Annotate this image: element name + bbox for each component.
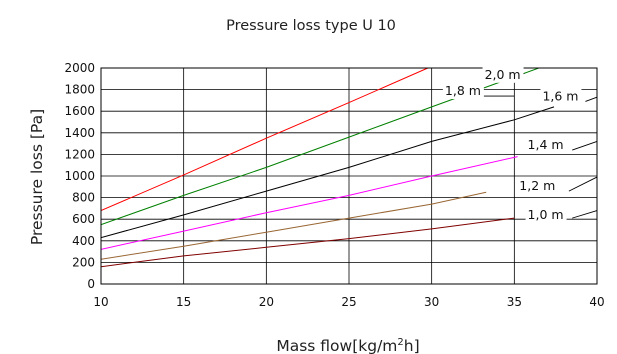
series-leader-14 bbox=[572, 141, 598, 151]
y-tick-label: 200 bbox=[72, 255, 95, 269]
y-tick-label: 1800 bbox=[64, 83, 95, 97]
chart-series bbox=[101, 68, 555, 268]
chart-grid bbox=[100, 67, 598, 285]
y-tick-label: 1000 bbox=[64, 169, 95, 183]
series-leader-10 bbox=[572, 210, 598, 219]
x-tick-label: 40 bbox=[589, 295, 604, 309]
x-tick-label: 10 bbox=[93, 295, 108, 309]
y-tick-label: 400 bbox=[72, 234, 95, 248]
y-tick-label: 1200 bbox=[64, 147, 95, 161]
series-leader-16 bbox=[585, 96, 598, 102]
series-label-16: 1,6 m bbox=[542, 88, 578, 103]
series-leader-12 bbox=[568, 176, 598, 192]
series-line-14 bbox=[101, 156, 518, 250]
series-label-18: 1,8 m bbox=[445, 83, 481, 98]
plot-area-frame bbox=[100, 67, 598, 285]
x-tick-label: 35 bbox=[507, 295, 522, 309]
y-tick-label: 1400 bbox=[64, 126, 95, 140]
series-line-20 bbox=[101, 68, 430, 212]
y-tick-label: 0 bbox=[87, 277, 95, 291]
series-line-10 bbox=[101, 217, 515, 268]
series-line-12 bbox=[101, 191, 487, 260]
y-tick-label: 800 bbox=[72, 191, 95, 205]
x-tick-label: 25 bbox=[341, 295, 356, 309]
y-axis-ticks: 0 200 400 600 800 1000 1200 1400 1600 1800 2000 bbox=[64, 61, 95, 291]
series-label-bg-16 bbox=[540, 88, 582, 105]
series-label-bg-18 bbox=[442, 83, 484, 99]
series-label-bg-10 bbox=[525, 207, 567, 224]
series-label-bg-12 bbox=[517, 178, 559, 195]
series-label-12: 1,2 m bbox=[519, 178, 555, 193]
y-tick-label: 600 bbox=[72, 212, 95, 226]
x-tick-label: 15 bbox=[176, 295, 191, 309]
x-tick-label: 30 bbox=[424, 295, 439, 309]
series-label-10: 1,0 m bbox=[528, 207, 564, 222]
x-tick-label: 20 bbox=[259, 295, 274, 309]
x-axis-label: Mass flow[kg/m2h] bbox=[276, 337, 419, 354]
y-tick-label: 2000 bbox=[64, 61, 95, 75]
series-label-20: 2,0 m bbox=[485, 67, 521, 82]
y-tick-label: 1600 bbox=[64, 104, 95, 118]
series-label-bg-14 bbox=[525, 137, 567, 153]
y-axis-label: Pressure loss [Pa] bbox=[28, 109, 46, 245]
chart-title: Pressure loss type U 10 bbox=[226, 18, 396, 34]
series-line-16 bbox=[101, 106, 555, 239]
series-label-14: 1,4 m bbox=[528, 137, 564, 152]
series-label-bg-20 bbox=[482, 66, 524, 83]
series-labels: 2,0 m 1,8 m 1,6 m 1,4 m 1,2 m 1,0 m bbox=[442, 66, 598, 224]
x-axis-ticks: 10 15 20 25 30 35 40 bbox=[93, 295, 604, 309]
